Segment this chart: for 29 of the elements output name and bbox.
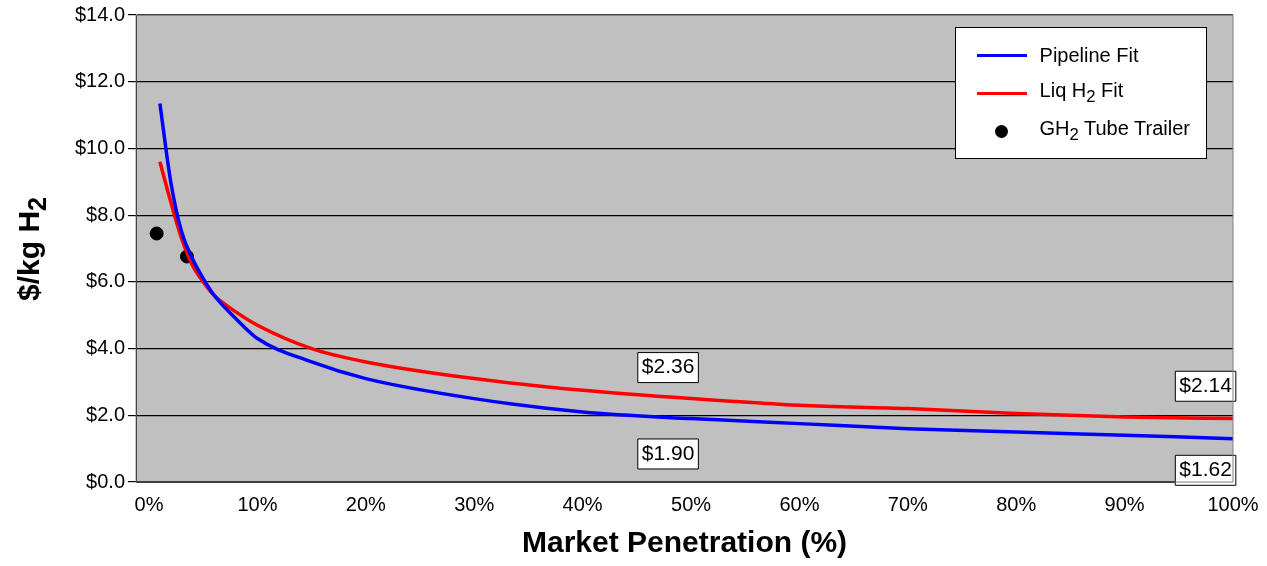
y-tick-label: $14.0 xyxy=(74,2,126,25)
x-tick-label: 60% xyxy=(779,492,820,515)
x-tick-label: 10% xyxy=(237,492,278,515)
x-tick-label: 20% xyxy=(345,492,387,515)
legend-label: Pipeline Fit xyxy=(1039,43,1139,67)
y-tick-label: $12.0 xyxy=(74,69,126,92)
legend-label: Liq H$_{2}$ Fit xyxy=(1039,79,1124,107)
annotation: $2.14 xyxy=(1179,373,1233,397)
legend-label: GH$_{2}$ Tube Trailer xyxy=(1039,117,1190,145)
y-tick-label: $10.0 xyxy=(74,135,126,158)
x-tick-label: 100% xyxy=(1207,492,1259,515)
x-tick-label: 70% xyxy=(887,492,929,515)
x-tick-label: 0% xyxy=(134,492,164,515)
y-tick-label: $6.0 xyxy=(86,269,126,292)
x-tick-label: 30% xyxy=(454,492,495,515)
y-tick-label: $8.0 xyxy=(86,202,126,225)
x-tick-label: 80% xyxy=(996,492,1037,515)
annotation: $1.62 xyxy=(1179,457,1232,481)
y-tick-label: $2.0 xyxy=(86,402,126,425)
annotation: $2.36 xyxy=(641,354,695,378)
y-tick-label: $0.0 xyxy=(86,469,126,492)
line-series xyxy=(158,101,1233,441)
annotation: $1.90 xyxy=(641,440,695,464)
x-axis-title: Market Penetration (%) xyxy=(521,525,848,559)
line-series xyxy=(158,160,1233,421)
x-tick-label: 90% xyxy=(1104,492,1145,515)
x-tick-label: 50% xyxy=(671,492,712,515)
y-tick-label: $4.0 xyxy=(86,336,126,359)
x-tick-label: 40% xyxy=(562,492,603,515)
